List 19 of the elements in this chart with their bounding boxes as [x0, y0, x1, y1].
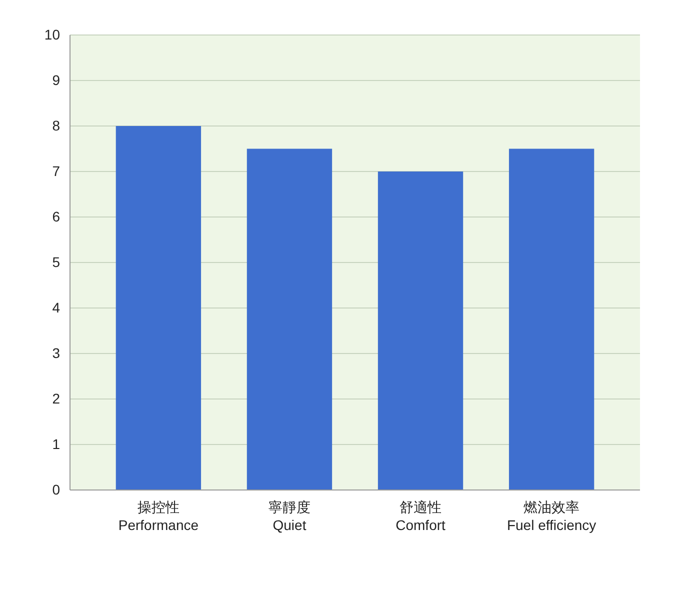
x-tick-label: 寧靜度 Quiet — [268, 499, 310, 534]
bar — [246, 148, 332, 490]
y-tick-label: 5 — [52, 254, 60, 270]
y-tick-label: 1 — [52, 436, 60, 452]
y-tick-label: 8 — [52, 117, 60, 134]
bar — [116, 126, 202, 490]
y-tick-label: 10 — [44, 26, 60, 42]
y-tick-label: 0 — [52, 481, 60, 498]
y-tick-label: 7 — [52, 162, 60, 179]
x-tick-label: 燃油效率 Fuel efficiency — [506, 499, 596, 534]
y-tick-label: 4 — [52, 299, 60, 316]
y-tick-label: 9 — [52, 72, 60, 88]
x-tick-label: 操控性 Performance — [118, 499, 199, 534]
y-tick-label: 2 — [52, 390, 60, 406]
bar — [508, 148, 594, 490]
y-tick-label: 6 — [52, 208, 60, 224]
y-tick-label: 3 — [52, 344, 60, 361]
x-tick-label: 舒適性 Comfort — [396, 499, 446, 534]
bar — [378, 172, 464, 490]
